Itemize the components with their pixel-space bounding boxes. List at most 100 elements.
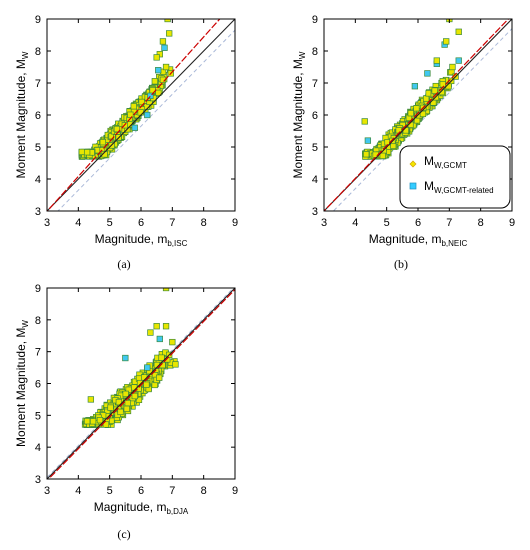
data-point-gcmt-related bbox=[364, 137, 372, 144]
x-tick-label: 4 bbox=[75, 485, 81, 497]
data-point-gcmt bbox=[162, 63, 170, 71]
data-point-gcmt bbox=[124, 399, 131, 407]
y-axis-label: Moment Magnitude, MW bbox=[14, 51, 30, 178]
data-point-gcmt-related bbox=[147, 92, 154, 99]
data-point-gcmt-related bbox=[161, 44, 168, 51]
data-point-gcmt bbox=[138, 98, 145, 106]
y-tick-label: 5 bbox=[35, 410, 41, 422]
plot-area bbox=[324, 19, 512, 211]
y-tick-label: 4 bbox=[35, 174, 41, 186]
data-point-gcmt bbox=[107, 404, 114, 411]
y-tick-label: 7 bbox=[312, 78, 318, 90]
y-tick-label: 9 bbox=[35, 14, 41, 26]
data-point-gcmt bbox=[443, 38, 450, 45]
data-point-gcmt bbox=[361, 118, 368, 125]
legend-box bbox=[399, 145, 511, 209]
y-tick-label: 5 bbox=[312, 142, 318, 154]
data-point-gcmt bbox=[407, 110, 414, 117]
y-tick-label: 3 bbox=[35, 474, 41, 486]
data-point-gcmt-related bbox=[411, 83, 419, 90]
x-tick-label: 7 bbox=[169, 485, 175, 497]
panel-caption: (a) bbox=[117, 257, 130, 271]
data-point-gcmt bbox=[169, 338, 176, 346]
y-tick-label: 8 bbox=[312, 46, 318, 58]
data-point-gcmt bbox=[78, 148, 85, 156]
data-point-gcmt bbox=[422, 95, 430, 102]
x-tick-label: 7 bbox=[446, 217, 452, 229]
data-point-gcmt bbox=[117, 408, 124, 416]
data-point-gcmt bbox=[153, 54, 160, 61]
data-point-gcmt bbox=[113, 125, 121, 133]
data-point-gcmt bbox=[455, 28, 462, 35]
data-point-gcmt-related bbox=[156, 335, 163, 343]
data-point-gcmt-related bbox=[144, 111, 151, 119]
data-point-gcmt bbox=[89, 418, 97, 425]
y-tick-label: 9 bbox=[35, 283, 41, 295]
panel-caption: (b) bbox=[394, 257, 408, 271]
data-point-gcmt-related bbox=[131, 124, 138, 131]
data-point-gcmt bbox=[83, 149, 91, 156]
y-tick-label: 7 bbox=[35, 347, 41, 359]
data-point-gcmt bbox=[131, 392, 138, 400]
x-tick-label: 3 bbox=[44, 485, 50, 497]
y-tick-label: 3 bbox=[35, 206, 41, 218]
data-point-gcmt bbox=[413, 105, 420, 112]
legend-marker-related bbox=[409, 182, 417, 190]
data-point-gcmt bbox=[102, 421, 110, 428]
legend: MW,GCMT MW,GCMT-related bbox=[399, 145, 511, 209]
y-tick-label: 9 bbox=[312, 14, 318, 26]
plot-area bbox=[47, 288, 235, 479]
data-point-gcmt bbox=[151, 78, 158, 85]
data-point-gcmt bbox=[156, 374, 163, 381]
data-point-gcmt bbox=[137, 109, 144, 116]
data-point-gcmt bbox=[379, 152, 386, 160]
legend-marker-gcmt bbox=[409, 160, 417, 168]
data-point-gcmt bbox=[172, 361, 179, 368]
y-tick-label: 8 bbox=[35, 46, 41, 58]
regression-line bbox=[47, 19, 221, 211]
data-point-gcmt-related bbox=[122, 354, 129, 362]
data-point-gcmt bbox=[439, 81, 446, 88]
data-point-gcmt bbox=[96, 417, 104, 424]
y-tick-label: 6 bbox=[35, 379, 41, 391]
x-tick-label: 5 bbox=[384, 217, 390, 229]
x-tick-label: 4 bbox=[75, 217, 81, 229]
data-point-gcmt-related bbox=[144, 364, 151, 371]
data-point-gcmt bbox=[449, 63, 456, 71]
regression-line bbox=[324, 19, 510, 211]
legend-label: MW,GCMT bbox=[424, 154, 467, 170]
data-point-gcmt bbox=[162, 323, 170, 330]
data-point-gcmt bbox=[158, 354, 165, 361]
data-point-gcmt bbox=[147, 329, 154, 336]
y-tick-label: 3 bbox=[312, 206, 318, 218]
x-tick-label: 6 bbox=[138, 217, 144, 229]
data-point-gcmt bbox=[115, 398, 123, 406]
x-tick-label: 6 bbox=[138, 485, 144, 497]
data-point-gcmt bbox=[166, 30, 173, 37]
data-point-gcmt bbox=[122, 390, 129, 398]
x-tick-label: 7 bbox=[169, 217, 175, 229]
data-point-gcmt bbox=[419, 110, 427, 118]
x-tick-label: 9 bbox=[232, 485, 238, 497]
y-axis-label: Moment Magnitude, MW bbox=[14, 320, 30, 447]
dashed-reference-line bbox=[57, 29, 235, 211]
y-tick-label: 4 bbox=[312, 174, 318, 186]
y-axis-label: Moment Magnitude, MW bbox=[291, 51, 307, 178]
x-tick-label: 8 bbox=[478, 217, 484, 229]
one-to-one-line bbox=[47, 288, 235, 479]
data-point-gcmt-related bbox=[455, 57, 462, 64]
data-point-gcmt bbox=[99, 139, 107, 146]
data-point-gcmt-related bbox=[424, 70, 431, 77]
data-point-gcmt bbox=[431, 87, 438, 94]
data-point-gcmt bbox=[130, 103, 137, 110]
plot-area bbox=[47, 19, 235, 211]
y-tick-label: 8 bbox=[35, 315, 41, 327]
x-tick-label: 3 bbox=[44, 217, 50, 229]
y-tick-label: 4 bbox=[35, 442, 41, 454]
x-axis-label: Magnitude, mb,ISC bbox=[95, 232, 188, 248]
x-tick-label: 9 bbox=[232, 217, 238, 229]
data-point-gcmt bbox=[433, 57, 440, 64]
dashed-reference-line bbox=[47, 288, 235, 478]
x-axis-label: Magnitude, mb,DJA bbox=[94, 500, 189, 516]
one-to-one-line bbox=[47, 19, 235, 211]
